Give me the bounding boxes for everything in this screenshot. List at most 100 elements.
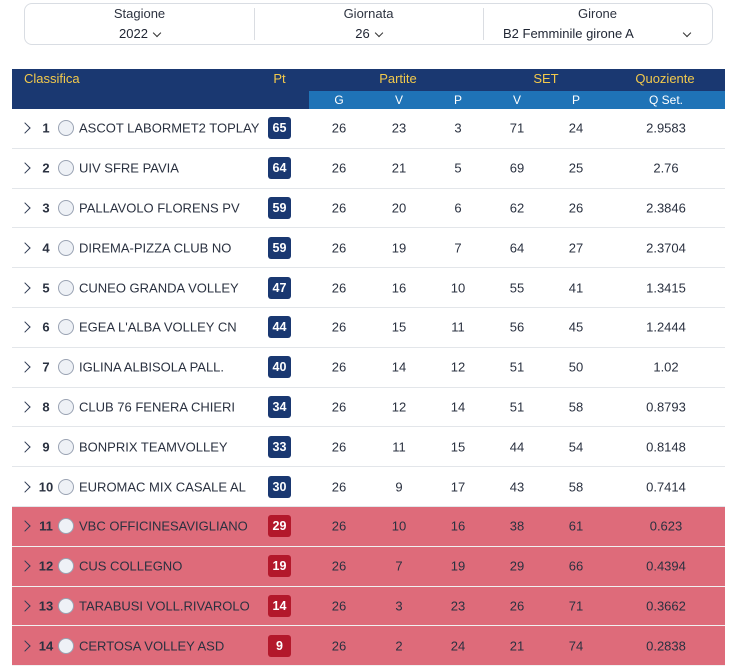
chevron-right-icon[interactable] bbox=[19, 321, 31, 334]
team-name[interactable]: UIV SFRE PAVIA bbox=[79, 160, 179, 176]
games-played: 26 bbox=[331, 518, 347, 534]
wins: 23 bbox=[391, 120, 407, 136]
chevron-right-icon[interactable] bbox=[19, 242, 31, 254]
season-filter[interactable]: Stagione 2022 bbox=[25, 4, 254, 44]
chevron-right-icon[interactable] bbox=[19, 560, 31, 572]
header-v: V bbox=[394, 93, 403, 107]
team-logo-icon bbox=[58, 558, 74, 575]
team-name[interactable]: CERTOSA VOLLEY ASD bbox=[79, 638, 225, 654]
losses: 12 bbox=[450, 359, 466, 375]
points-badge: 30 bbox=[268, 475, 291, 498]
losses: 15 bbox=[450, 439, 466, 455]
table-row[interactable]: 10 EUROMAC MIX CASALE AL 30 26 9 17 43 58 0.7414 bbox=[12, 467, 725, 507]
header-g: G bbox=[334, 93, 344, 107]
points-badge: 59 bbox=[268, 236, 291, 259]
team-name[interactable]: CLUB 76 FENERA CHIERI bbox=[79, 399, 236, 415]
sets-lost: 24 bbox=[568, 120, 584, 136]
table-row[interactable]: 3 PALLAVOLO FLORENS PV 59 26 20 6 62 26 2.3846 bbox=[12, 189, 725, 229]
sets-lost: 27 bbox=[568, 240, 584, 256]
team-name[interactable]: ASCOT LABORMET2 TOPLAY bbox=[79, 120, 260, 136]
table-row[interactable]: 4 DIREMA-PIZZA CLUB NO 59 26 19 7 64 27 2.3704 bbox=[12, 228, 725, 269]
chevron-right-icon[interactable] bbox=[19, 640, 31, 652]
team-name[interactable]: DIREMA-PIZZA CLUB NO bbox=[79, 240, 232, 256]
sets-lost: 25 bbox=[568, 160, 584, 176]
chevron-right-icon[interactable] bbox=[19, 122, 31, 135]
group-select[interactable]: B2 Femminile girone A bbox=[483, 26, 712, 42]
points-badge: 14 bbox=[268, 594, 291, 617]
games-played: 26 bbox=[331, 280, 347, 296]
wins: 9 bbox=[395, 479, 403, 495]
losses: 6 bbox=[454, 200, 462, 216]
matchday-label: Giornata bbox=[343, 6, 394, 21]
position: 7 bbox=[42, 359, 50, 375]
team-name[interactable]: CUS COLLEGNO bbox=[79, 558, 183, 574]
sets-lost: 61 bbox=[568, 518, 584, 534]
sets-won: 44 bbox=[509, 439, 525, 455]
header-classifica: Classifica bbox=[24, 71, 80, 86]
table-row[interactable]: 7 IGLINA ALBISOLA PALL. 40 26 14 12 51 50 1.02 bbox=[12, 348, 725, 388]
set-quotient: 2.3704 bbox=[646, 240, 686, 256]
losses: 19 bbox=[450, 558, 466, 574]
chevron-right-icon[interactable] bbox=[19, 281, 31, 294]
header-pt: Pt bbox=[273, 71, 286, 86]
points-badge: 33 bbox=[268, 435, 291, 458]
games-played: 26 bbox=[331, 120, 347, 136]
chevron-right-icon[interactable] bbox=[19, 361, 31, 373]
games-played: 26 bbox=[331, 558, 347, 574]
chevron-right-icon[interactable] bbox=[19, 162, 31, 174]
table-row[interactable]: 9 BONPRIX TEAMVOLLEY 33 26 11 15 44 54 0.8148 bbox=[12, 427, 725, 468]
chevron-down-icon bbox=[152, 28, 162, 37]
chevron-right-icon[interactable] bbox=[19, 202, 31, 214]
table-row[interactable]: 11 VBC OFFICINESAVIGLIANO 29 26 10 16 38 61 0.62… bbox=[12, 506, 725, 547]
team-name[interactable]: CUNEO GRANDA VOLLEY bbox=[79, 280, 239, 296]
team-name[interactable]: EGEA L'ALBA VOLLEY CN bbox=[79, 319, 237, 335]
position: 4 bbox=[42, 240, 50, 256]
set-quotient: 2.9583 bbox=[646, 120, 686, 136]
team-name[interactable]: PALLAVOLO FLORENS PV bbox=[79, 200, 240, 216]
wins: 3 bbox=[395, 598, 403, 614]
team-name[interactable]: IGLINA ALBISOLA PALL. bbox=[79, 359, 225, 375]
position: 13 bbox=[38, 598, 54, 614]
team-logo-icon bbox=[58, 199, 74, 216]
games-played: 26 bbox=[331, 598, 347, 614]
table-row[interactable]: 1 ASCOT LABORMET2 TOPLAY 65 26 23 3 71 24 2.9583 bbox=[12, 109, 725, 149]
losses: 14 bbox=[450, 399, 466, 415]
chevron-right-icon[interactable] bbox=[19, 480, 31, 493]
table-row[interactable]: 14 CERTOSA VOLLEY ASD 9 26 2 24 21 74 0.2838 bbox=[12, 626, 725, 667]
points-badge: 64 bbox=[268, 157, 291, 180]
table-row[interactable]: 8 CLUB 76 FENERA CHIERI 34 26 12 14 51 58 0.8793 bbox=[12, 388, 725, 428]
chevron-right-icon[interactable] bbox=[19, 520, 31, 533]
table-row[interactable]: 2 UIV SFRE PAVIA 64 26 21 5 69 25 2.76 bbox=[12, 149, 725, 189]
chevron-right-icon[interactable] bbox=[19, 441, 31, 453]
chevron-right-icon[interactable] bbox=[19, 600, 31, 612]
sets-lost: 66 bbox=[568, 558, 584, 574]
position: 2 bbox=[42, 160, 50, 176]
team-logo-icon bbox=[58, 478, 74, 495]
header-set: SET bbox=[533, 71, 559, 86]
group-filter[interactable]: Girone B2 Femminile girone A bbox=[483, 4, 712, 44]
table-row[interactable]: 13 TARABUSI VOLL.RIVAROLO 14 26 3 23 26 71 0.366… bbox=[12, 586, 725, 627]
chevron-right-icon[interactable] bbox=[19, 401, 31, 413]
matchday-filter[interactable]: Giornata 26 bbox=[254, 4, 483, 44]
points-badge: 9 bbox=[268, 634, 291, 657]
team-name[interactable]: VBC OFFICINESAVIGLIANO bbox=[79, 518, 248, 534]
wins: 12 bbox=[391, 399, 407, 415]
team-name[interactable]: EUROMAC MIX CASALE AL bbox=[79, 479, 246, 495]
losses: 11 bbox=[451, 319, 465, 335]
points-badge: 47 bbox=[268, 276, 291, 299]
matchday-select[interactable]: 26 bbox=[355, 26, 383, 42]
position: 11 bbox=[39, 518, 53, 534]
sets-won: 26 bbox=[509, 598, 525, 614]
wins: 15 bbox=[391, 319, 407, 335]
position: 6 bbox=[42, 319, 50, 335]
table-row[interactable]: 12 CUS COLLEGNO 19 26 7 19 29 66 0.4394 bbox=[12, 546, 725, 587]
table-row[interactable]: 6 EGEA L'ALBA VOLLEY CN 44 26 15 11 56 45 1.2444 bbox=[12, 308, 725, 348]
season-select[interactable]: 2022 bbox=[119, 26, 162, 42]
set-quotient: 1.2444 bbox=[646, 319, 686, 335]
team-name[interactable]: TARABUSI VOLL.RIVAROLO bbox=[79, 598, 250, 614]
table-row[interactable]: 5 CUNEO GRANDA VOLLEY 47 26 16 10 55 41 1.3415 bbox=[12, 268, 725, 308]
team-name[interactable]: BONPRIX TEAMVOLLEY bbox=[79, 439, 228, 455]
position: 5 bbox=[42, 280, 50, 296]
set-quotient: 1.3415 bbox=[646, 280, 686, 296]
sets-lost: 74 bbox=[568, 638, 584, 654]
